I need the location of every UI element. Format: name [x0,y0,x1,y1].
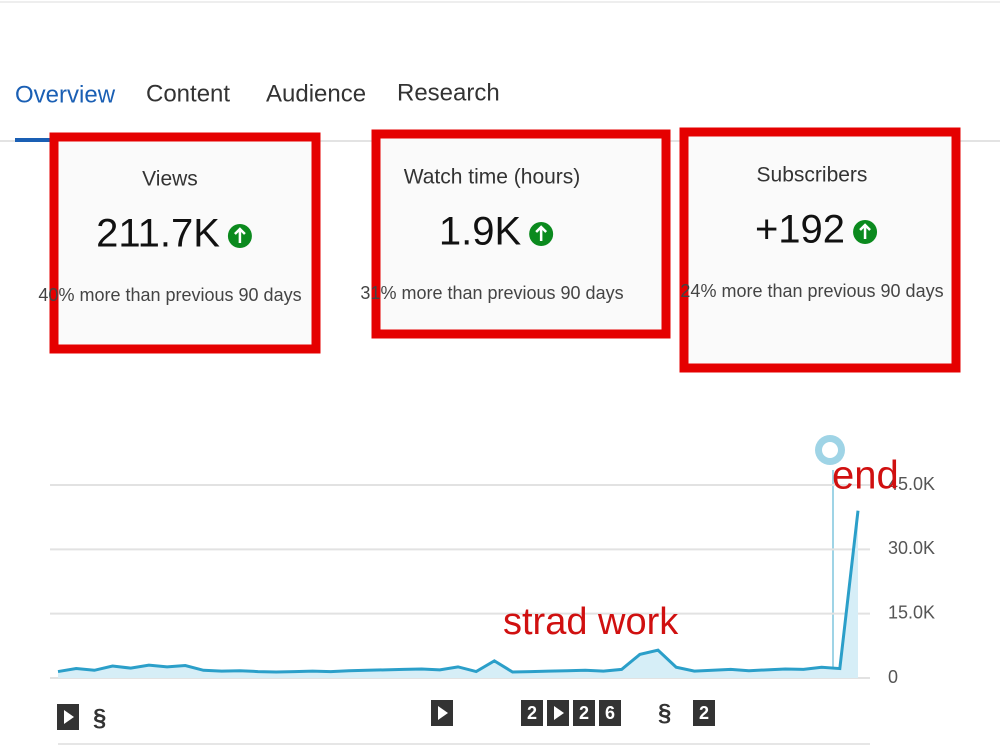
area [58,510,858,678]
line [57,510,860,674]
y-tick-label: 15.0K [888,602,935,622]
card-note: 40% more than previous 90 days [38,285,301,305]
marker-icon [573,700,595,726]
y-tick-label: 0 [888,667,898,687]
milestone-icon [822,442,838,458]
marker-icon [521,700,543,726]
card-label: Views [142,168,198,191]
card-value: 211.7K [96,212,220,256]
card-label: Subscribers [757,164,868,187]
marker-count: 6 [605,703,615,723]
marker-icon [599,700,621,726]
icon: § § [57,699,671,731]
marker-count: 2 [527,703,537,723]
tab[interactable]: Overview [15,81,116,108]
annotation: strad work [503,601,679,643]
highlight-box [49,132,321,354]
highlight-box [371,129,671,339]
up-icon [535,225,548,241]
tab[interactable]: Audience [266,80,366,107]
y-tick-label: 30.0K [888,538,935,558]
marker-icon [693,700,715,726]
highlight-box [679,127,961,373]
tab[interactable]: Content [146,80,230,107]
up-icon [234,227,246,243]
marker-count: 2 [579,703,589,723]
card-note: 24% more than previous 90 days [680,281,943,301]
y-tick-label: 45.0K [888,474,935,494]
tab[interactable]: Research [397,79,500,106]
svg-text:§: § [93,704,106,731]
marker-count: 2 [699,703,709,723]
annotation: end [832,454,899,498]
up-icon [859,223,871,239]
card-note: 31% more than previous 90 days [360,283,623,303]
svg-text:§: § [658,699,671,726]
card-value: 1.9K [439,210,522,254]
card-label: Watch time (hours) [404,166,581,189]
card-value: +192 [755,208,845,252]
